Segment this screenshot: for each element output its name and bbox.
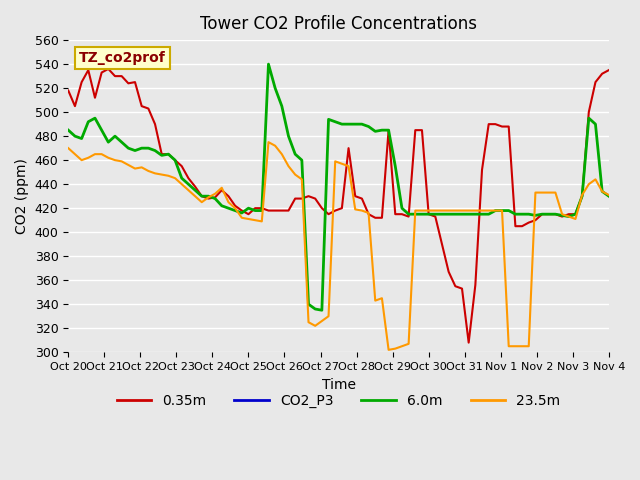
Legend: 0.35m, CO2_P3, 6.0m, 23.5m: 0.35m, CO2_P3, 6.0m, 23.5m — [111, 389, 566, 414]
Title: Tower CO2 Profile Concentrations: Tower CO2 Profile Concentrations — [200, 15, 477, 33]
X-axis label: Time: Time — [321, 377, 356, 392]
Y-axis label: CO2 (ppm): CO2 (ppm) — [15, 158, 29, 234]
Text: TZ_co2prof: TZ_co2prof — [79, 51, 166, 65]
